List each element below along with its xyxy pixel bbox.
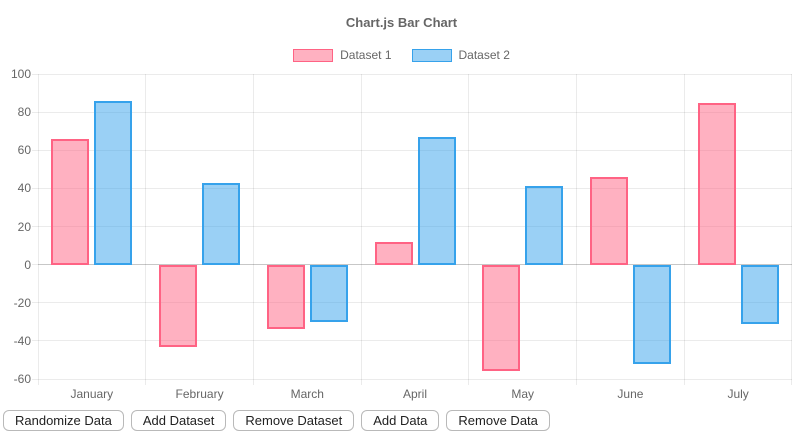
bar-dataset-2-march[interactable] — [309, 264, 348, 322]
toolbar: Randomize Data Add Dataset Remove Datase… — [3, 410, 550, 431]
y-axis-tick-label-40: 40 — [17, 181, 31, 196]
x-tick-mark-4 — [468, 379, 470, 385]
y-axis-tick-label--40: -40 — [13, 333, 31, 348]
bar-dataset-1-may[interactable] — [482, 264, 521, 372]
legend-item-dataset1[interactable]: Dataset 1 — [293, 48, 392, 62]
y-tick-mark-20 — [32, 226, 38, 227]
bar-dataset-2-july[interactable] — [740, 264, 779, 324]
bar-chart-canvas: Chart.js Bar Chart Dataset 1 Dataset 2 1… — [0, 15, 803, 401]
y-axis-tick-label--60: -60 — [13, 372, 31, 386]
x-axis-label-february: February — [175, 387, 224, 401]
randomize-data-button[interactable]: Randomize Data — [3, 410, 124, 431]
bar-dataset-1-january[interactable] — [51, 138, 90, 265]
chart-title: Chart.js Bar Chart — [345, 15, 458, 30]
bar-dataset-1-april[interactable] — [374, 241, 413, 265]
x-tick-mark-2 — [252, 379, 254, 385]
gridline-y-60 — [38, 149, 792, 151]
bar-dataset-2-january[interactable] — [94, 100, 133, 265]
x-tick-mark-7 — [790, 379, 792, 385]
gridline-x-3 — [360, 74, 362, 379]
bar-dataset-2-february[interactable] — [202, 182, 241, 265]
bar-dataset-1-february[interactable] — [159, 264, 198, 347]
y-tick-mark--20 — [32, 302, 38, 304]
y-axis-tick-label--20: -20 — [13, 295, 31, 310]
gridline-y--40 — [38, 340, 792, 342]
y-tick-mark-80 — [32, 111, 38, 113]
gridline-x-6 — [683, 74, 685, 379]
x-axis-label-january: January — [70, 387, 114, 401]
bar-dataset-1-march[interactable] — [266, 264, 305, 330]
bar-dataset-1-july[interactable] — [697, 102, 736, 265]
y-tick-mark--60 — [32, 378, 38, 380]
y-axis-tick-label-60: 60 — [17, 143, 31, 158]
x-tick-mark-3 — [360, 379, 362, 385]
y-tick-mark--40 — [32, 340, 38, 342]
y-axis-tick-label-20: 20 — [17, 219, 31, 234]
add-data-button[interactable]: Add Data — [361, 410, 440, 431]
gridline-y-80 — [38, 111, 792, 113]
gridline-x-1 — [145, 74, 147, 379]
y-tick-mark-60 — [32, 149, 38, 151]
remove-dataset-button[interactable]: Remove Dataset — [233, 410, 355, 431]
gridline-y--20 — [38, 302, 792, 304]
bar-dataset-2-april[interactable] — [417, 136, 456, 265]
y-tick-mark-0 — [32, 264, 38, 266]
legend-swatch-dataset2 — [411, 48, 452, 62]
x-axis-label-march: March — [290, 387, 324, 401]
y-tick-mark-40 — [32, 187, 38, 189]
legend-label-dataset2: Dataset 2 — [458, 48, 510, 62]
bar-dataset-2-june[interactable] — [632, 264, 671, 364]
x-tick-mark-1 — [145, 379, 147, 385]
y-axis-tick-label-0: 0 — [24, 257, 31, 272]
y-tick-mark-100 — [32, 73, 38, 75]
plot-area — [32, 73, 792, 385]
gridline-x-0 — [37, 74, 39, 379]
gridline-y--60 — [38, 378, 792, 380]
legend-label-dataset1: Dataset 1 — [340, 48, 392, 62]
x-tick-mark-6 — [683, 379, 685, 385]
x-axis-label-june: June — [617, 387, 644, 401]
gridline-x-5 — [576, 74, 578, 379]
gridline-y-40 — [38, 187, 792, 189]
legend-item-dataset2[interactable]: Dataset 2 — [411, 48, 510, 62]
gridline-x-4 — [468, 74, 470, 379]
gridline-x-7 — [790, 74, 792, 379]
x-axis-label-may: May — [511, 387, 535, 401]
bar-dataset-1-june[interactable] — [589, 176, 628, 265]
x-tick-mark-0 — [37, 379, 39, 385]
chart-legend: Dataset 1 Dataset 2 — [0, 48, 803, 62]
gridline-y-20 — [38, 226, 792, 227]
y-axis-tick-label-80: 80 — [17, 105, 31, 120]
x-axis-label-april: April — [402, 387, 427, 401]
add-dataset-button[interactable]: Add Dataset — [130, 410, 227, 431]
gridline-x-2 — [252, 74, 254, 379]
x-axis-label-july: July — [727, 387, 749, 401]
bar-dataset-2-may[interactable] — [525, 186, 564, 265]
x-tick-mark-5 — [576, 379, 578, 385]
legend-swatch-dataset1 — [293, 48, 334, 62]
gridline-y-0 — [38, 264, 792, 266]
y-axis-tick-label-100: 100 — [10, 67, 31, 81]
gridline-y-100 — [38, 73, 792, 75]
remove-data-button[interactable]: Remove Data — [446, 410, 550, 431]
